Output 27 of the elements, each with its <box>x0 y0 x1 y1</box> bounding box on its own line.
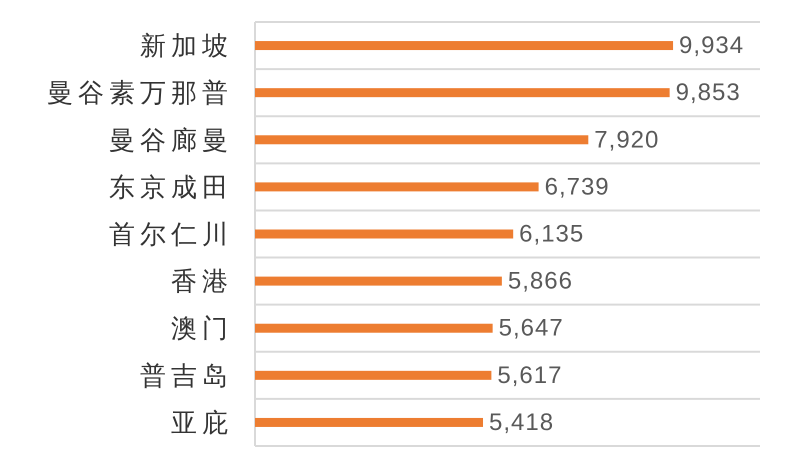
data-label: 7,920 <box>594 126 660 154</box>
y-tick-label: 首尔仁川 <box>109 219 233 249</box>
bar <box>255 370 492 380</box>
data-label: 6,135 <box>519 220 584 248</box>
data-label: 9,853 <box>676 79 741 106</box>
bar <box>255 230 514 238</box>
bar <box>255 88 670 98</box>
y-tick-label: 香港 <box>171 266 233 296</box>
y-tick-label: 亚庇 <box>171 407 233 438</box>
y-tick-label: 东京成田 <box>109 172 233 202</box>
y-tick-label: 新加坡 <box>140 30 233 61</box>
bar <box>255 182 539 192</box>
data-label: 9,934 <box>679 32 744 60</box>
bar <box>255 324 493 333</box>
bar <box>255 276 502 286</box>
bar <box>255 135 588 144</box>
bar <box>255 418 484 427</box>
data-label: 5,418 <box>489 408 554 436</box>
y-tick-label: 曼谷廊曼 <box>109 124 233 155</box>
data-label: 6,739 <box>544 173 610 200</box>
data-label: 5,617 <box>497 362 562 389</box>
y-tick-label: 澳门 <box>171 313 233 344</box>
data-label: 5,866 <box>508 268 573 295</box>
y-tick-label: 曼谷素万那普 <box>47 78 233 108</box>
y-tick-label: 普吉岛 <box>140 360 233 390</box>
data-label: 5,647 <box>498 314 564 342</box>
bar <box>255 41 674 50</box>
